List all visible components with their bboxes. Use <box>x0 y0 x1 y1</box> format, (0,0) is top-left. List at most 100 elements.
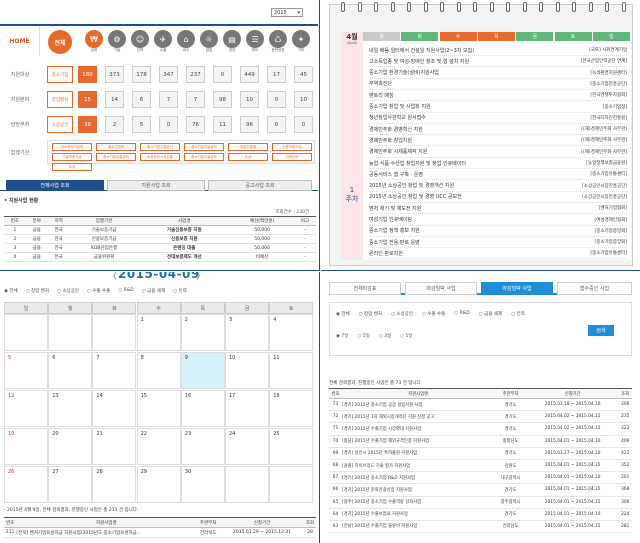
list-item[interactable]: 멘토리 매칭 [한국엔젤투자협회] <box>369 90 627 102</box>
calendar-day[interactable]: 20 <box>48 428 93 465</box>
calendar-day[interactable]: 14 <box>92 390 137 427</box>
list-item[interactable]: 벤처 재기 및 재도전 지원 [벤처기업협회] <box>369 203 627 215</box>
list-item[interactable]: 중소기업 정책 홍보 지원 [중소기업중앙회] <box>369 226 627 237</box>
count-cell[interactable]: 0 <box>159 116 178 133</box>
calendar-day[interactable]: 24 <box>225 428 269 465</box>
calendar-day[interactable]: 30 <box>180 466 225 503</box>
period-radio[interactable]: ○ 3일 <box>378 334 392 339</box>
calendar-day[interactable]: 17 <box>225 390 269 427</box>
count-cell[interactable]: 10 <box>240 91 259 108</box>
agency-button[interactable]: 기술보증기금 <box>52 153 92 161</box>
count-cell[interactable]: 178 <box>132 66 151 83</box>
tab-receiving[interactable]: 접수중인 사업 <box>557 282 632 295</box>
count-cell[interactable]: 6 <box>132 91 151 108</box>
calendar-day[interactable]: 21 <box>92 428 137 465</box>
table-row[interactable]: 69 [경기] 용인시 2015년 특허출원 지원사업 경기도 2015.03.27 … <box>329 447 632 460</box>
list-item[interactable]: 중소기업 창업 및 사업화 지원 [중소기업청] <box>369 102 627 113</box>
category-startup-icon[interactable]: ☼ <box>200 30 218 48</box>
agency-button[interactable]: 중소기업기술정보 <box>184 153 224 161</box>
agency-button[interactable]: 중소기업진흥공단 <box>140 143 180 151</box>
calendar-day[interactable]: 5 <box>4 352 48 389</box>
agency-button[interactable]: 소상공인시장진흥 <box>140 153 180 161</box>
filter-radio[interactable]: ◉ 전체 <box>4 289 18 294</box>
category-finance-icon[interactable]: ₩ <box>85 30 103 48</box>
list-item[interactable]: 무역촉진단 [중소기업진흥공단] <box>369 79 627 90</box>
list-item[interactable]: 고소득업종 및 여성·장애인 창조 및 협 설치 지원 [한국산업인력공단 연계] <box>369 56 627 68</box>
calendar-day[interactable]: 27 <box>48 466 93 503</box>
category-radio[interactable]: ○ R&D <box>454 311 470 316</box>
agency-button[interactable]: 중소기업유통센터 <box>96 153 136 161</box>
tab-deadline-imminent[interactable]: 마감임박 사업 <box>481 282 553 295</box>
tab-all[interactable]: 전체사업 조회 <box>6 180 104 191</box>
filter-radio[interactable]: ○ 인력 <box>173 289 187 294</box>
count-cell[interactable]: 373 <box>105 66 124 83</box>
category-radio[interactable]: ○ 창업 벤처 <box>358 312 382 317</box>
table-row[interactable]: 65 [광주] 2015년 중소기업 수출역량 강화사업 광주광역시 2015.04.… <box>329 496 632 509</box>
list-item[interactable]: 청년창업사관학교 원서접수 [한국디자인진흥원] <box>369 113 627 124</box>
next-month-icon[interactable]: 〉 <box>196 272 206 282</box>
category-radio[interactable]: ○ 소상공인 <box>391 312 413 317</box>
calendar-day[interactable]: 15 <box>136 390 181 427</box>
category-radio[interactable]: ○ 금융 세제 <box>478 312 503 317</box>
calendar-day[interactable]: 19 <box>4 428 48 465</box>
agency-button[interactable]: 중소기업청 <box>96 143 136 151</box>
count-cell[interactable]: 2 <box>105 116 124 133</box>
category-radio[interactable]: ○ 수출 수출 <box>421 312 446 317</box>
table-row[interactable]: 73 [경기] 2015년 중소기업 공장 설립지원 사업 경기도 2015.03.1… <box>329 398 632 412</box>
calendar-day[interactable]: 4 <box>269 314 314 351</box>
table-row[interactable]: 70 [충남] 2015년 수출기업 해외규격인증 지원사업 충청남도 2015.04… <box>329 435 632 448</box>
calendar-day[interactable]: 13 <box>48 390 93 427</box>
category-radio[interactable]: ○ 인력 <box>511 312 525 317</box>
category-management-icon[interactable]: ▤ <box>223 30 241 48</box>
table-row[interactable]: 68 [강원] 하이브리드 기술 평가 지원사업 강원도 2015.04.01 ~ 2… <box>329 459 632 473</box>
list-item[interactable]: 공동서비스 앱 구축 · 운영 [중소기업유통센터] <box>369 169 627 181</box>
list-item[interactable]: 경제민주화 경영혁신 지원 [(재)경제민주화 사무관] <box>369 124 627 136</box>
list-item[interactable]: 온라인 판로지원 [중소기업유통센터] <box>369 248 627 260</box>
count-cell[interactable]: 96 <box>240 116 259 133</box>
period-radio[interactable]: ○ 1일 <box>400 334 413 339</box>
list-item[interactable]: 2015년 소상공인 창업 및 경영 UCC 공모전 [소상공인시장진흥공단] <box>369 192 627 203</box>
calendar-day[interactable]: 2 <box>180 314 225 351</box>
count-cell[interactable]: 14 <box>105 91 124 108</box>
count-cell[interactable]: 347 <box>159 66 178 83</box>
category-domestic-icon[interactable]: ⌂ <box>177 30 195 48</box>
calendar-day[interactable]: 11 <box>269 352 314 389</box>
calendar-day[interactable]: 28 <box>92 466 137 503</box>
table-row[interactable]: 63 [전남] 2015년 수출기업 물류비 지원사업 전라남도 2015.04.01… <box>329 520 632 534</box>
table-row[interactable]: 1 금융 전국 기술보증기금 기술신용보증 지원 50,000- <box>4 225 316 235</box>
calendar-day[interactable]: 29 <box>136 466 181 503</box>
table-row[interactable]: 2 금융 전국 신용보증기금 신용보증 지원 50,000- <box>4 234 316 244</box>
category-growth-icon[interactable]: ♺ <box>269 30 287 48</box>
calendar-day[interactable] <box>4 314 48 351</box>
list-item[interactable]: 중소기업 환경기술(설비)지원사업 [녹색환경지원센터] <box>369 68 627 79</box>
count-cell[interactable]: 11 <box>213 116 232 133</box>
calendar-day[interactable]: 3 <box>225 314 269 351</box>
table-row[interactable]: 64 [경기] 2015년 수출보험료 지원사업 경기도 2015.04.01 ~ 2… <box>329 508 632 521</box>
category-tech-icon[interactable]: ⚙ <box>108 30 126 48</box>
count-cell[interactable]: 10 <box>294 91 313 108</box>
category-etc-icon[interactable]: ✦ <box>292 30 310 48</box>
row-sub-button[interactable]: 창업벤처 <box>47 91 73 108</box>
calendar-day[interactable]: 1 <box>136 314 181 351</box>
agency-button[interactable]: 신용보증기금 <box>272 143 312 151</box>
category-radio[interactable]: ◉ 전체 <box>336 312 350 317</box>
count-cell[interactable]: 76 <box>186 116 205 133</box>
list-item[interactable]: 2015년 소상공인 창업 및 경영개선 지원 [소상공인시장진흥공단] <box>369 181 627 192</box>
category-export-icon[interactable]: ✈ <box>154 30 172 48</box>
count-cell[interactable]: 17 <box>267 66 286 83</box>
table-row[interactable]: 71 [경기] 2015년 수출기업 시장확대 지원사업 경기도 2015.04.02… <box>329 422 632 436</box>
tab-support[interactable]: 지원사업 조회 <box>107 180 205 191</box>
count-cell[interactable]: 98 <box>213 91 232 108</box>
list-item[interactable]: 여성기업 인큐베이팅 [여성경제인협회] <box>369 215 627 226</box>
all-button[interactable]: 전체 <box>48 30 72 54</box>
tab-notice[interactable]: 공고사업 조회 <box>208 180 312 191</box>
count-cell[interactable]: 45 <box>294 66 313 83</box>
count-cell[interactable]: 180 <box>78 66 97 83</box>
filter-radio[interactable]: ○ 창업 벤처 <box>25 289 49 294</box>
filter-radio[interactable]: ○ 수출 수출 <box>86 289 111 294</box>
calendar-day[interactable]: 22 <box>136 428 181 465</box>
calendar-day[interactable]: 8 <box>136 352 181 389</box>
calendar-day[interactable]: 10 <box>225 352 269 389</box>
list-item[interactable]: 내일 배움 일터에서 건설일 지원사업(2~3차 모집) [국토] 사회연계기업 <box>369 45 627 56</box>
count-cell[interactable]: 38 <box>78 116 97 133</box>
